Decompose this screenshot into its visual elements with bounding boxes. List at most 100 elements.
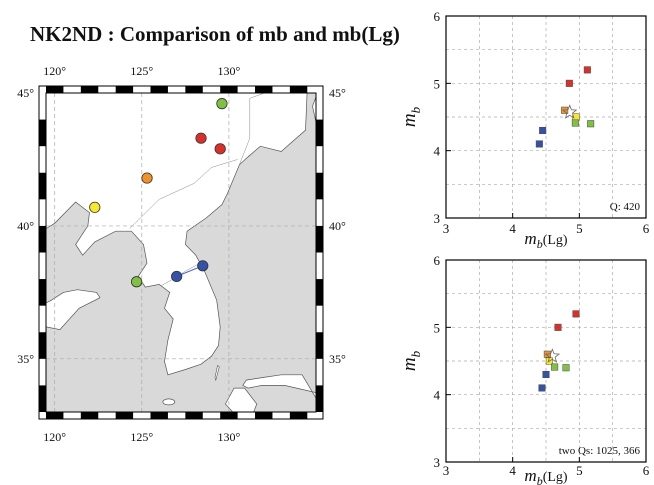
border-russia [239, 93, 266, 165]
data-point [587, 120, 595, 128]
star-marker [544, 348, 561, 363]
station-marker [130, 276, 143, 288]
frame-segment [289, 412, 308, 419]
frame-segment [316, 172, 323, 200]
frame-segment [220, 86, 238, 93]
data-point [551, 363, 559, 371]
y-tick-label: 3 [434, 211, 441, 226]
frame-segment [39, 225, 46, 253]
y-tick-label: 4 [434, 388, 441, 403]
y-tick-label: 4 [434, 144, 441, 159]
frame-segment [255, 86, 273, 93]
data-point [542, 370, 550, 378]
land-jeju [162, 398, 176, 406]
data-point [538, 384, 546, 392]
data-point [539, 126, 547, 134]
station-marker [171, 270, 183, 283]
station-marker [195, 132, 207, 144]
frame-segment [39, 332, 46, 359]
star-marker [561, 104, 578, 119]
station-marker [216, 98, 228, 110]
land-kyushu [224, 387, 258, 412]
x-tick-label: 3 [443, 221, 450, 236]
map-land [46, 93, 316, 412]
x-tick-label: 6 [643, 221, 650, 236]
frame-segment [185, 412, 203, 419]
frame-segment [316, 332, 323, 359]
frame-segment [316, 225, 323, 253]
land-honshu [242, 374, 316, 399]
data-point [571, 119, 579, 127]
frame-segment [115, 86, 134, 93]
data-point [554, 323, 562, 331]
frame-segment [80, 86, 99, 93]
frame-segment [316, 385, 323, 412]
frame-segment [39, 279, 46, 306]
land-mainland [46, 93, 308, 376]
frame-segment [316, 279, 323, 306]
x-tick-label: 4 [509, 221, 516, 236]
map-right-tick: 35° [329, 352, 346, 366]
frame-segment [39, 119, 46, 147]
frame-segment [289, 86, 308, 93]
map-top-tick: 130° [217, 64, 240, 78]
station-marker [89, 201, 101, 213]
map-right-tick: 45° [329, 86, 346, 100]
frame-segment [39, 172, 46, 200]
land-hokkaido [312, 96, 316, 124]
plot-annotation: two Qs: 1025, 366 [559, 445, 641, 457]
plot-frame [445, 259, 647, 463]
map-left-tick: 40° [17, 219, 34, 233]
plot-annotation: Q: 420 [610, 201, 641, 213]
map-top-tick: 120° [43, 64, 66, 78]
station-marker [141, 172, 153, 184]
y-tick-label: 5 [434, 76, 441, 91]
frame-segment [39, 385, 46, 412]
scatter-plot-1: 3 4 5 6 3 4 5 6 mb(Lg) mb Q: 420 [399, 9, 650, 251]
y-tick-label: 5 [434, 320, 441, 335]
frame-segment [150, 86, 168, 93]
x-tick-label: 6 [643, 463, 650, 478]
frame-segment [255, 412, 273, 419]
x-tick-label: 5 [576, 221, 583, 236]
data-point [565, 79, 573, 87]
x-axis-label: mb(Lg) [524, 466, 567, 485]
x-axis-label: mb(Lg) [524, 229, 567, 251]
frame-segment [316, 119, 323, 147]
frame-segment [46, 86, 64, 93]
x-tick-label: 5 [576, 463, 583, 478]
y-axis-label: mb [399, 350, 423, 371]
map-top-tick: 125° [130, 64, 153, 78]
map-right-tick: 40° [329, 219, 346, 233]
map-bottom-tick: 125° [130, 430, 153, 444]
frame-segment [46, 412, 64, 419]
x-tick-label: 4 [509, 463, 516, 478]
y-axis-label: mb [399, 106, 423, 127]
data-point [535, 140, 543, 148]
y-tick-label: 6 [434, 9, 441, 24]
frame-segment [220, 412, 238, 419]
y-tick-label: 3 [434, 455, 441, 470]
frame-segment [115, 412, 134, 419]
land-shandong [46, 289, 101, 330]
map-bottom-tick: 120° [43, 430, 66, 444]
data-point [583, 66, 591, 74]
map-left-tick: 35° [17, 352, 34, 366]
station-marker [214, 143, 226, 155]
data-point [562, 364, 570, 372]
scatter-plot-2: 3 4 5 6 3 4 5 6 mb(Lg) mb two Qs: 1025, 366 [399, 253, 650, 485]
x-tick-label: 3 [443, 463, 450, 478]
frame-segment [150, 412, 168, 419]
page-title: NK2ND : Comparison of mb and mb(Lg) [30, 22, 400, 46]
plot-frame [445, 15, 647, 219]
frame-segment [185, 86, 203, 93]
map-left-tick: 45° [17, 86, 34, 100]
station-marker [197, 260, 209, 272]
map-frame-inner [45, 92, 317, 413]
y-tick-label: 6 [434, 253, 441, 268]
map-bottom-tick: 130° [217, 430, 240, 444]
border-china-nk [129, 159, 238, 229]
land-tsushima [214, 364, 220, 382]
frame-segment [80, 412, 99, 419]
